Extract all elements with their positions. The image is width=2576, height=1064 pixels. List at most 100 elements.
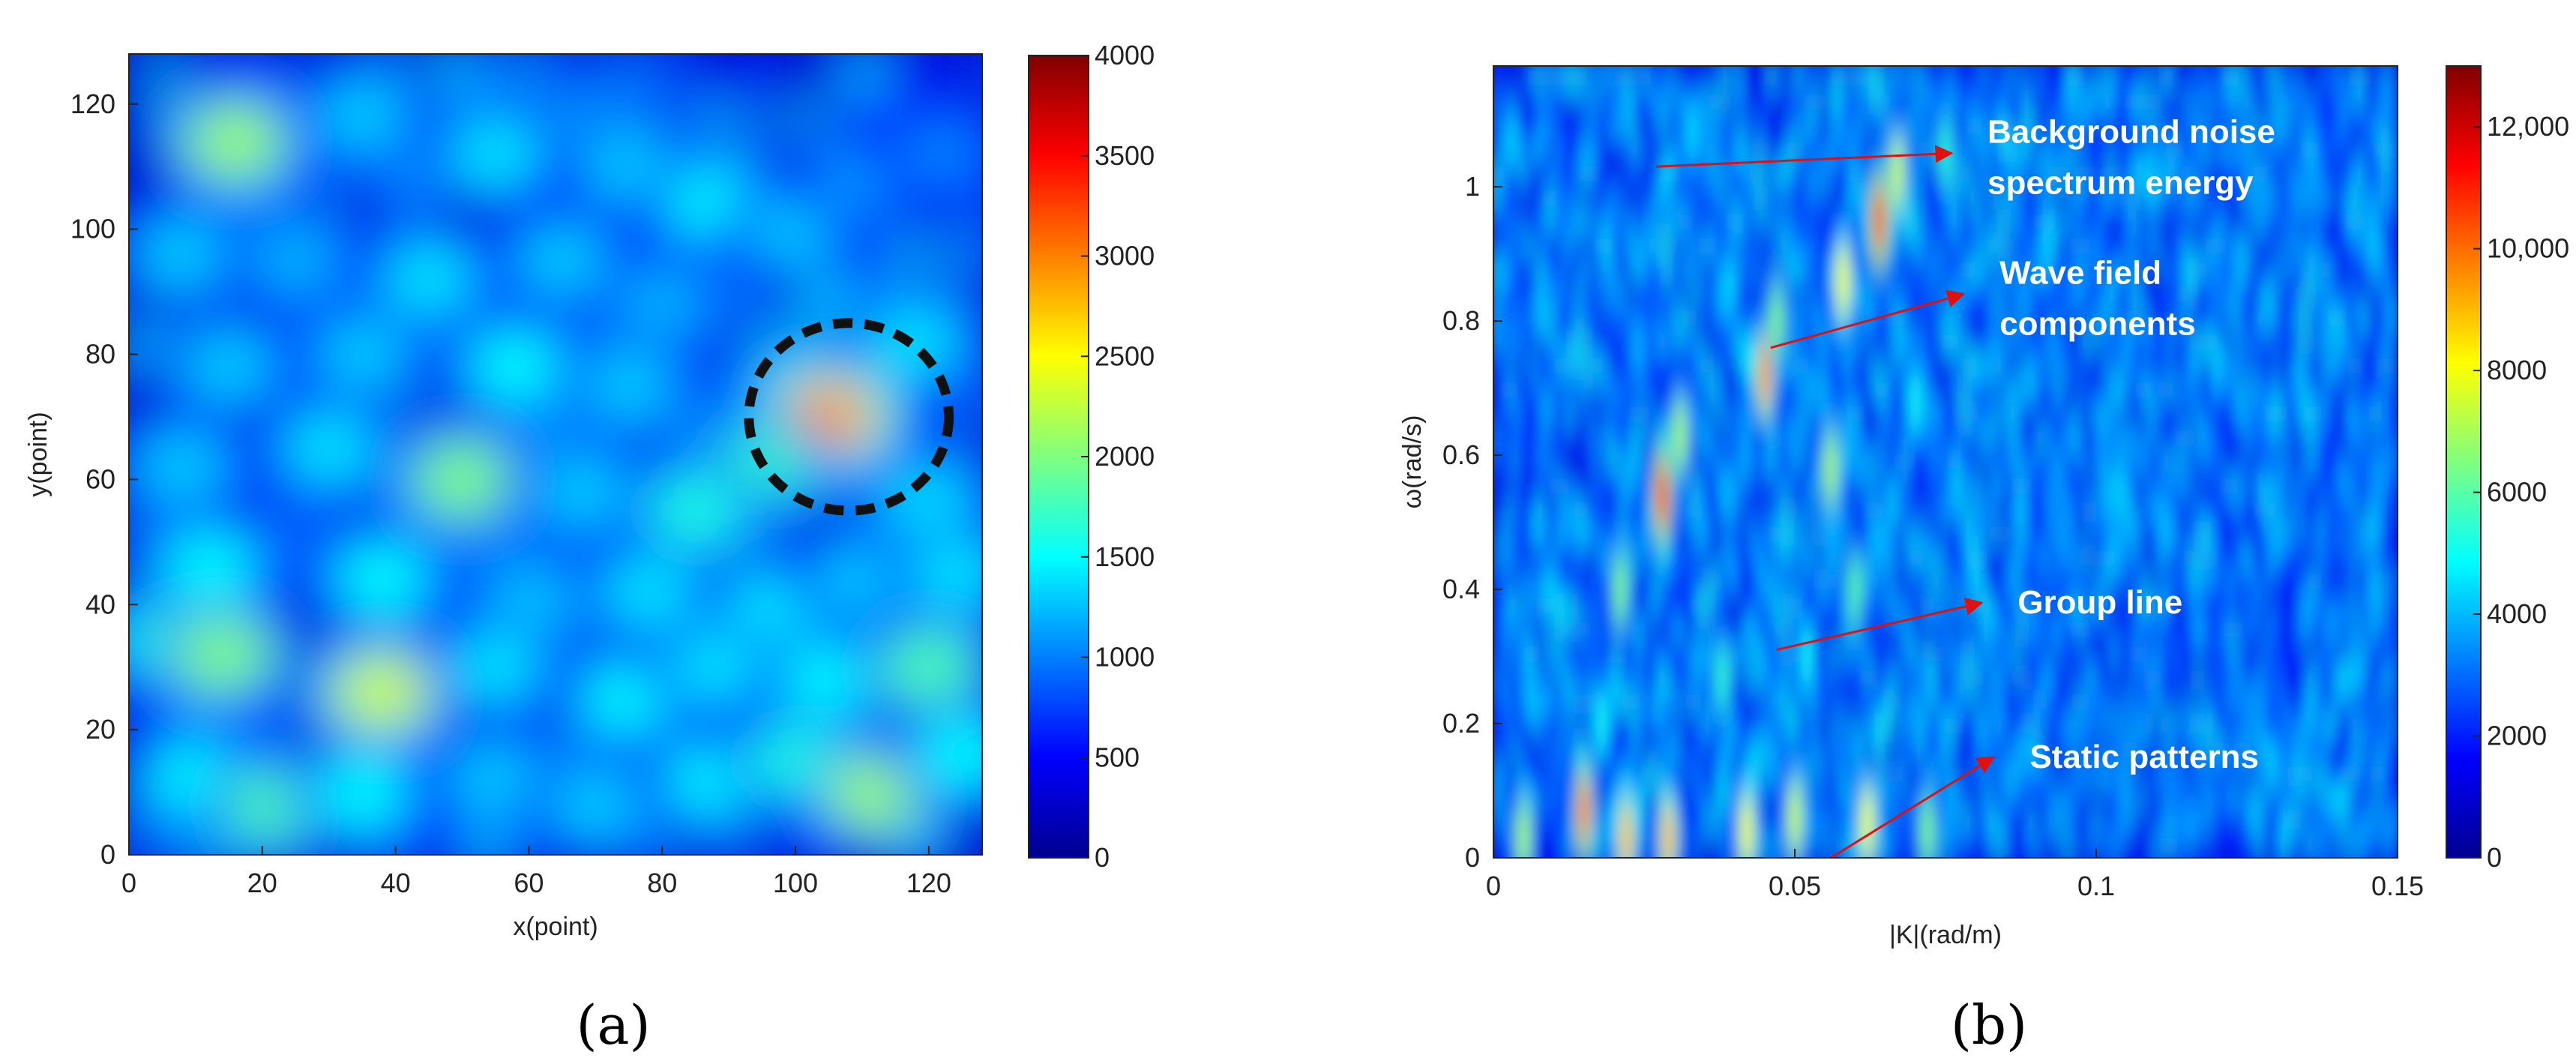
heatmap-cell	[1507, 186, 1511, 210]
heatmap-cell	[1889, 354, 1894, 378]
heatmap-cell	[1538, 474, 1543, 498]
heatmap-cell	[1696, 522, 1700, 546]
heatmap-cell	[2020, 618, 2024, 642]
heatmap-cell	[1817, 834, 1822, 858]
heatmap-cell	[1916, 666, 1921, 690]
heatmap-cell	[2011, 66, 2015, 90]
heatmap-cell	[1952, 474, 1957, 498]
heatmap-cell	[1921, 450, 1925, 474]
heatmap-cell	[1583, 234, 1588, 258]
heatmap-cell	[1709, 114, 1714, 138]
heatmap-cell	[1588, 498, 1592, 522]
heatmap-cell	[1781, 546, 1786, 570]
heatmap-cell	[1817, 330, 1822, 354]
heatmap-cell	[1606, 666, 1610, 690]
heatmap-cell	[1993, 546, 1997, 570]
heatmap-cell	[1498, 162, 1502, 186]
heatmap-cell	[1565, 426, 1570, 450]
heatmap-cell	[1979, 738, 1984, 762]
heatmap-cell	[1606, 90, 1610, 114]
heatmap-cell	[1835, 834, 1840, 858]
heatmap-cell	[1853, 186, 1858, 210]
heatmap-cell	[1772, 186, 1777, 210]
heatmap-cell	[1700, 522, 1705, 546]
heatmap-cell	[1849, 714, 1853, 738]
heatmap-cell	[1502, 546, 1507, 570]
heatmap-cell	[2060, 618, 2065, 642]
heatmap-cell	[1718, 546, 1723, 570]
heatmap-cell	[2078, 114, 2083, 138]
heatmap-cell	[1534, 258, 1538, 282]
heatmap-cell	[1916, 330, 1921, 354]
heatmap-cell	[1601, 546, 1606, 570]
heatmap-cell	[1754, 66, 1759, 90]
heatmap-cell	[1516, 642, 1520, 666]
heatmap-cell	[1849, 354, 1853, 378]
heatmap-cell	[1867, 546, 1871, 570]
heatmap-cell	[1984, 618, 1988, 642]
heatmap-cell	[1606, 282, 1610, 306]
heatmap-cell	[1507, 282, 1511, 306]
heatmap-cell	[2047, 738, 2051, 762]
heatmap-cell	[1903, 258, 1907, 282]
heatmap-cell	[1556, 570, 1561, 594]
heatmap-hotspot-core	[335, 656, 429, 729]
heatmap-cell	[1552, 570, 1556, 594]
heatmap-cell	[1862, 90, 1867, 114]
heatmap-cell	[1534, 162, 1538, 186]
heatmap-cell	[1871, 618, 1876, 642]
heatmap-cell	[1943, 642, 1948, 666]
heatmap-cell	[1732, 474, 1736, 498]
heatmap-cell	[1871, 690, 1876, 714]
heatmap-cell	[1930, 330, 1934, 354]
heatmap-cell	[1745, 234, 1750, 258]
heatmap-cell	[1849, 234, 1853, 258]
heatmap-cell	[1997, 666, 2002, 690]
heatmap-cell	[1853, 162, 1858, 186]
heatmap-cell	[1588, 642, 1592, 666]
heatmap-cell	[1565, 546, 1570, 570]
heatmap-cell	[2074, 450, 2078, 474]
heatmap-cell	[1516, 666, 1520, 690]
heatmap-cell	[1921, 762, 1925, 786]
heatmap-cell	[1673, 330, 1678, 354]
heatmap-cell	[1822, 306, 1826, 330]
heatmap-cell	[1885, 426, 1889, 450]
heatmap-cell	[1579, 738, 1583, 762]
heatmap-cell	[2015, 786, 2020, 810]
heatmap-cell	[1723, 186, 1727, 210]
heatmap-cell	[1759, 642, 1763, 666]
heatmap-cell	[1543, 642, 1547, 666]
heatmap-cell	[2024, 666, 2029, 690]
heatmap-cell	[1912, 642, 1916, 666]
heatmap-cell	[2006, 618, 2011, 642]
heatmap-cell	[1723, 330, 1727, 354]
heatmap-cell	[1988, 618, 1993, 642]
heatmap-cell	[1543, 282, 1547, 306]
heatmap-cell	[1853, 378, 1858, 402]
heatmap-cell	[1502, 210, 1507, 234]
heatmap-cell	[1988, 450, 1993, 474]
heatmap-cell	[1705, 522, 1709, 546]
heatmap-cell	[1615, 282, 1619, 306]
heatmap-cell	[1952, 258, 1957, 282]
heatmap-cell	[1750, 114, 1754, 138]
heatmap-cell	[1511, 234, 1516, 258]
heatmap-cell	[1655, 66, 1660, 90]
heatmap-cell	[1943, 810, 1948, 834]
heatmap-cell	[2015, 522, 2020, 546]
heatmap-cell	[1916, 594, 1921, 618]
heatmap-cell	[1952, 834, 1957, 858]
heatmap-cell	[1534, 330, 1538, 354]
heatmap-cell	[1529, 330, 1534, 354]
heatmap-cell	[2033, 522, 2038, 546]
heatmap-cell	[1871, 594, 1876, 618]
heatmap-cell	[1993, 210, 1997, 234]
heatmap-cell	[1588, 282, 1592, 306]
heatmap-cell	[1633, 522, 1637, 546]
heatmap-cell	[1534, 834, 1538, 858]
heatmap-cell	[1993, 354, 1997, 378]
heatmap-cell	[1610, 162, 1615, 186]
heatmap-cell	[1574, 258, 1579, 282]
heatmap-cell	[1997, 162, 2002, 186]
